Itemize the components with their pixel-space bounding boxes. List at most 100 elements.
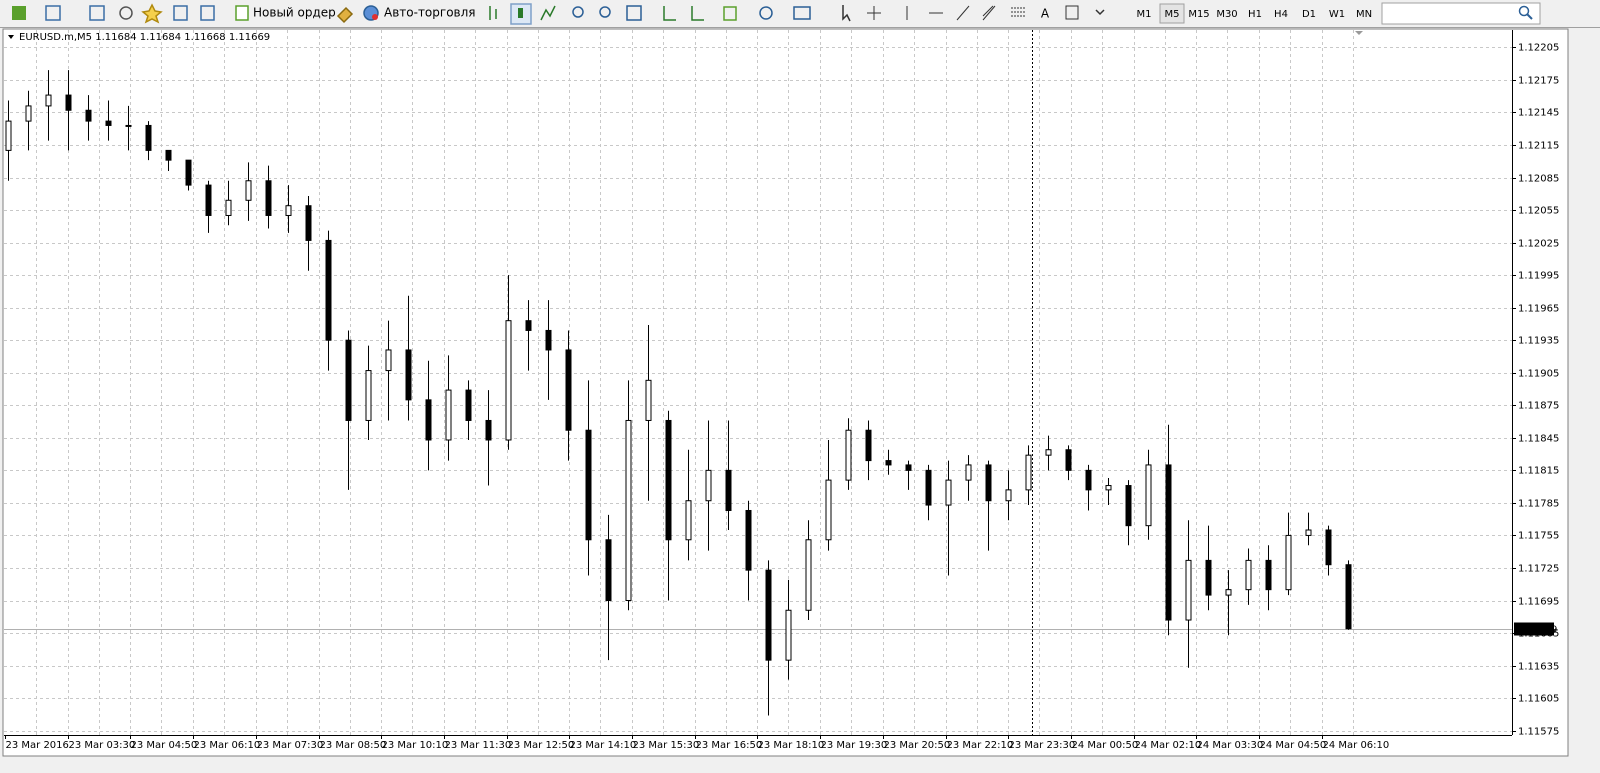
x-tick-label: 24 Mar 06:10 <box>1323 740 1390 751</box>
candle-body <box>1045 449 1052 456</box>
y-tick-label: 1.11725 <box>1518 564 1559 575</box>
terminal-icon[interactable] <box>173 5 188 21</box>
candle-body <box>1325 529 1332 566</box>
timeframe-button[interactable]: D1 <box>1302 9 1316 20</box>
x-tick-label: 23 Mar 03:30 <box>69 740 136 751</box>
candle-body <box>885 460 892 466</box>
timeframe-button[interactable]: M30 <box>1216 9 1237 20</box>
timeframe-button[interactable]: M1 <box>1137 9 1152 20</box>
candle-body <box>45 94 52 107</box>
periods-icon[interactable] <box>759 6 773 20</box>
candle-body <box>565 349 572 431</box>
candle-body <box>745 509 752 571</box>
candle-body <box>465 389 472 421</box>
candle-body <box>1265 559 1272 591</box>
new-chart-icon[interactable] <box>12 6 26 20</box>
candle-body <box>785 609 792 661</box>
tile-icon[interactable] <box>626 5 642 21</box>
candle-body <box>985 464 992 502</box>
templates-icon[interactable] <box>793 6 811 20</box>
x-tick-label: 23 Mar 08:50 <box>320 740 387 751</box>
x-tick-label: 23 Mar 19:30 <box>821 740 888 751</box>
editor-icon[interactable] <box>336 6 354 24</box>
candle-body <box>545 329 552 351</box>
y-tick-label: 1.11815 <box>1518 466 1559 477</box>
x-tick-label: 23 Mar 04:50 <box>131 740 198 751</box>
timeframe-button[interactable]: H1 <box>1248 9 1262 20</box>
candle-body <box>945 479 952 506</box>
line-chart-icon[interactable] <box>540 5 556 21</box>
candle-body <box>645 379 652 421</box>
autotrading-off <box>372 14 378 20</box>
y-tick-label: 1.12175 <box>1518 76 1559 87</box>
navigator-icon[interactable] <box>119 6 133 20</box>
x-tick-label: 23 Mar 10:10 <box>382 740 449 751</box>
y-tick-label: 1.11875 <box>1518 401 1559 412</box>
search-icon[interactable] <box>1518 5 1530 17</box>
indicators-icon[interactable] <box>723 6 737 21</box>
candle-body <box>1165 464 1172 621</box>
autotrading-button[interactable]: Авто-торговля <box>384 6 476 20</box>
candle-body <box>25 105 32 122</box>
candle-body <box>125 124 132 127</box>
toolbar <box>0 0 1600 28</box>
new-order-button[interactable]: Новый ордер <box>253 6 336 20</box>
timeframe-button[interactable]: H4 <box>1274 9 1288 20</box>
candle-body <box>1205 559 1212 596</box>
candle-body <box>485 419 492 441</box>
x-tick-label: 23 Mar 20:50 <box>884 740 951 751</box>
candle-body <box>605 539 612 602</box>
crosshair-icon[interactable] <box>867 6 881 20</box>
tester-icon[interactable] <box>200 5 215 21</box>
zoom-in-icon[interactable] <box>572 6 584 18</box>
y-tick-label: 1.11785 <box>1518 499 1559 510</box>
text-tool[interactable]: A <box>1041 7 1050 21</box>
bar-chart-icon[interactable] <box>489 6 497 20</box>
x-tick-label: 23 Mar 14:10 <box>570 740 637 751</box>
y-tick-label: 1.11755 <box>1518 531 1559 542</box>
channel-icon[interactable] <box>982 5 996 21</box>
candle-body <box>725 469 732 511</box>
y-tick-label: 1.11935 <box>1518 336 1559 347</box>
candle-body <box>205 184 212 216</box>
market-watch-icon[interactable] <box>89 5 105 21</box>
trendline-icon[interactable] <box>956 5 970 21</box>
timeframe-button[interactable]: W1 <box>1329 9 1345 20</box>
candle-body <box>105 120 112 126</box>
x-tick-label: 23 Mar 16:50 <box>696 740 763 751</box>
candle-body <box>1305 529 1312 536</box>
candle-body <box>445 389 452 441</box>
zoom-out-icon[interactable] <box>599 6 611 18</box>
candle-body <box>165 149 172 161</box>
timeframe-button[interactable]: M15 <box>1188 9 1209 20</box>
candle-body <box>1125 485 1132 527</box>
candle-body <box>425 399 432 441</box>
shift-icon[interactable] <box>691 6 704 21</box>
cursor-icon[interactable] <box>842 5 851 22</box>
timeframe-bar: M1 M5 M15 M30 H1 H4 D1 W1 MN <box>1137 3 1372 24</box>
x-tick-label: 24 Mar 02:10 <box>1135 740 1202 751</box>
chart-menu-arrow[interactable] <box>8 35 14 39</box>
candle-chart-icon <box>518 8 523 18</box>
candle-body <box>405 349 412 401</box>
x-tick-label: 23 Mar 18:10 <box>758 740 825 751</box>
candle-body <box>1025 454 1032 491</box>
timeframe-button[interactable]: M5 <box>1165 9 1180 20</box>
fibo-icon[interactable] <box>1011 7 1025 17</box>
x-tick-label: 23 Mar 07:30 <box>257 740 324 751</box>
candle-body <box>845 429 852 481</box>
arrows-icon[interactable] <box>1095 9 1105 16</box>
profiles-icon[interactable] <box>45 5 61 21</box>
candle-body <box>265 180 272 216</box>
favorites-icon[interactable] <box>141 3 163 24</box>
y-tick-label: 1.12205 <box>1518 43 1559 54</box>
candle-body <box>305 205 312 241</box>
label-icon[interactable] <box>1065 5 1079 20</box>
timeframe-button[interactable]: MN <box>1356 9 1372 20</box>
new-order-icon[interactable] <box>235 5 249 21</box>
search-box[interactable] <box>1381 2 1541 25</box>
candle-body <box>805 539 812 611</box>
autoscroll-icon[interactable] <box>663 6 676 21</box>
y-tick-label: 1.12025 <box>1518 239 1559 250</box>
y-tick-label: 1.12145 <box>1518 108 1559 119</box>
